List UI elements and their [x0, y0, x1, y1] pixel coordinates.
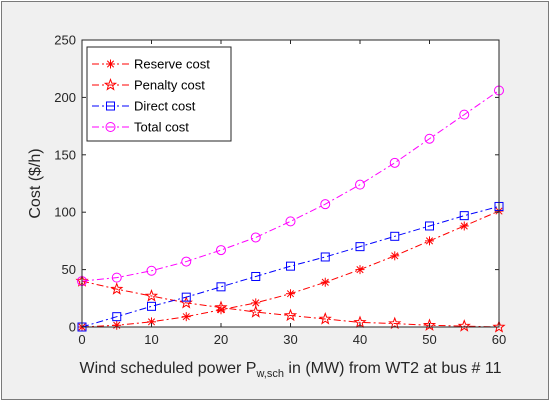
y-axis-label: Cost ($/h) [27, 148, 44, 218]
legend-marker [105, 122, 116, 132]
series-total-cost [77, 85, 504, 287]
series-line [81, 90, 500, 282]
data-point [144, 289, 159, 302]
data-point [390, 231, 400, 241]
series-line [81, 205, 500, 328]
data-point [459, 221, 469, 231]
data-point [214, 300, 228, 314]
data-point [181, 292, 191, 302]
x-tick-label: 0 [78, 332, 85, 347]
data-point [286, 289, 295, 299]
data-point [389, 157, 400, 168]
data-point [388, 316, 402, 330]
data-point [147, 301, 156, 311]
data-point [492, 320, 506, 333]
x-tick-label: 60 [492, 332, 506, 347]
legend-marker [106, 59, 115, 69]
data-point [285, 216, 296, 227]
x-tick-label: 40 [353, 332, 367, 347]
y-tick-label: 50 [62, 262, 76, 277]
data-point [459, 109, 470, 120]
data-point [355, 265, 365, 275]
data-point [320, 252, 330, 262]
x-tick-label: 10 [144, 332, 158, 347]
data-point [320, 199, 331, 210]
data-point [112, 320, 122, 330]
x-tick-label: 30 [283, 332, 297, 347]
data-point [320, 277, 330, 287]
data-point [283, 308, 298, 322]
data-point [181, 256, 192, 267]
data-point [111, 272, 122, 283]
data-point [216, 245, 226, 256]
y-tick-label: 250 [54, 33, 76, 48]
data-point [390, 251, 400, 261]
data-point [112, 312, 122, 322]
series-layer [75, 85, 506, 333]
legend-label: Reserve cost [134, 57, 210, 72]
y-tick-label: 150 [54, 147, 76, 162]
y-tick-label: 0 [69, 320, 76, 335]
legend-label: Total cost [134, 120, 189, 135]
legend-marker [106, 101, 115, 111]
data-point [251, 271, 261, 281]
legend-item: Penalty cost [92, 78, 205, 93]
data-point [249, 305, 263, 318]
legend: Reserve cost Penalty cost Direct cost Total… [86, 46, 232, 142]
data-point [251, 298, 261, 308]
data-point [425, 236, 434, 246]
data-point [286, 261, 295, 271]
data-point [110, 282, 124, 295]
legend-item: Total cost [92, 120, 189, 135]
tick-layer: 0 10 20 30 40 50 60 0 50 100 150 200 250 [54, 33, 506, 348]
data-point [425, 221, 434, 231]
legend-item: Direct cost [92, 99, 196, 114]
data-point [318, 312, 332, 325]
legend-item: Reserve cost [92, 57, 210, 72]
x-axis-label-tail: in (MW) from WT2 at bus # 11 [284, 360, 502, 377]
data-point [181, 312, 191, 322]
series-direct-cost [77, 201, 504, 332]
legend-marker [103, 78, 118, 91]
x-axis-label: Wind scheduled power Pw,sch in (MW) from… [79, 360, 501, 380]
y-tick-label: 100 [54, 205, 76, 220]
x-tick-label: 50 [422, 332, 436, 347]
y-tick-label: 200 [54, 90, 76, 105]
data-point [422, 318, 437, 331]
data-point [355, 179, 365, 190]
data-point [355, 242, 365, 252]
data-point [459, 211, 469, 221]
data-point [250, 232, 261, 243]
x-axis-label-subscript: w,sch [255, 368, 284, 380]
legend-label: Direct cost [134, 99, 196, 114]
data-point [216, 282, 226, 292]
legend-label: Penalty cost [134, 78, 205, 93]
x-axis-label-main: Wind scheduled power P [79, 360, 256, 377]
data-point [146, 265, 157, 276]
data-point [424, 133, 435, 144]
x-tick-label: 20 [214, 332, 228, 347]
data-point [457, 319, 471, 332]
